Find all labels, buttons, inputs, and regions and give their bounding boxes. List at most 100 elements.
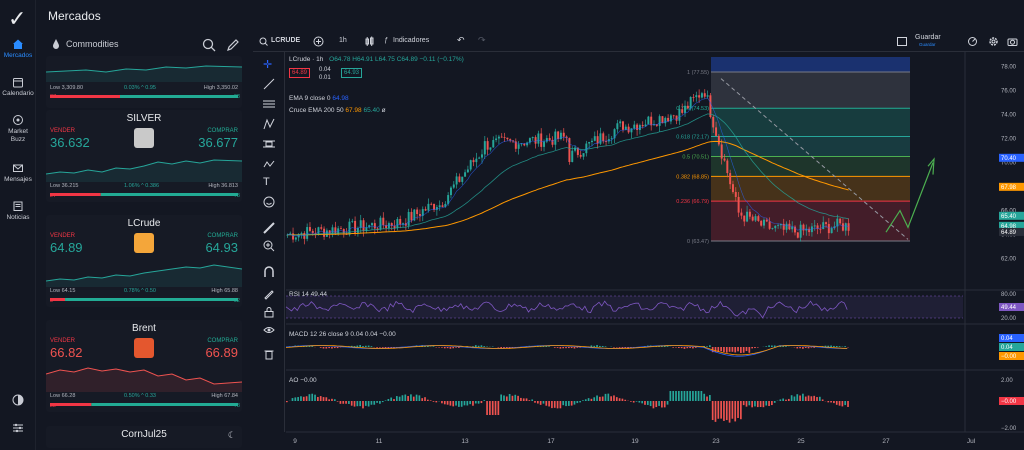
add-compare-icon[interactable]	[313, 36, 324, 47]
ao-histogram-bar	[339, 401, 342, 404]
path-icon[interactable]	[263, 158, 275, 170]
ao-histogram-bar	[576, 401, 579, 404]
candle-body	[700, 93, 703, 98]
edit-icon[interactable]	[226, 38, 240, 52]
emoji-icon[interactable]	[263, 196, 275, 208]
candle-body	[314, 233, 317, 235]
search-icon[interactable]	[259, 37, 268, 46]
category-label[interactable]: Commodities	[66, 39, 119, 49]
interval-selector[interactable]: 1h	[339, 37, 347, 44]
market-card-lcrude[interactable]: LCrude VENDER COMPRAR 64.89 64.93 Low 64…	[46, 215, 242, 307]
eye-icon[interactable]	[263, 324, 275, 336]
price-tag	[999, 227, 1024, 236]
candle-body	[416, 209, 419, 215]
trendline-icon[interactable]	[263, 78, 275, 90]
ao-histogram-bar	[689, 391, 691, 401]
prediction-icon[interactable]	[263, 138, 275, 150]
sell-price[interactable]: 64.89	[50, 240, 83, 255]
sell-price[interactable]: 36.632	[50, 135, 90, 150]
buy-price[interactable]: 64.93	[205, 240, 238, 255]
candle-body	[407, 211, 410, 226]
camera-icon[interactable]	[1007, 36, 1018, 47]
zoom-in-icon[interactable]	[263, 240, 275, 252]
magnet-icon[interactable]	[263, 266, 275, 278]
candle-body	[827, 223, 830, 234]
search-icon[interactable]	[202, 38, 216, 52]
ruler-icon[interactable]	[263, 222, 275, 234]
macd-histogram-bar	[692, 347, 694, 349]
candle-body	[757, 216, 760, 221]
buy-price[interactable]: 66.89	[205, 345, 238, 360]
macd-histogram-bar	[827, 345, 830, 347]
candle-body	[579, 154, 582, 157]
ao-histogram-bar	[790, 395, 793, 401]
sell-price-box[interactable]: 64.89	[289, 68, 311, 78]
price-axis-label: 76.00	[1001, 89, 1017, 95]
macd-histogram-bar	[477, 345, 480, 347]
trash-icon[interactable]	[263, 348, 275, 360]
macd-histogram-bar	[680, 347, 683, 349]
nav-item-calendario[interactable]: Calendario	[0, 76, 36, 97]
nav-item-mercados[interactable]: Mercados	[0, 38, 36, 59]
ema-200-line	[287, 140, 849, 236]
time-axis-label: 11	[376, 438, 383, 445]
layout-icon[interactable]	[897, 37, 907, 46]
ao-histogram-bar	[624, 399, 627, 401]
indicators-icon[interactable]: ƒ	[384, 37, 388, 44]
price-chart[interactable]: 1 (77.55) 0.786 (74.53) 0.618 (72.17) 0.5 (…	[253, 32, 1024, 450]
macd-histogram-bar	[596, 345, 598, 347]
save-button[interactable]: Guardar	[915, 34, 941, 41]
candle-body	[624, 126, 627, 130]
candle-body	[571, 150, 574, 162]
crosshair-icon[interactable]: ✛	[263, 59, 273, 71]
nav-item-noticias[interactable]: Noticias	[0, 200, 36, 221]
market-card-brent[interactable]: Brent VENDER COMPRAR 66.82 66.89 Low 66.…	[46, 320, 242, 412]
gear-icon[interactable]	[988, 36, 999, 47]
draw-mode-icon[interactable]	[263, 288, 275, 300]
fib-tool-icon[interactable]	[263, 98, 275, 110]
indicators-button[interactable]: Indicadores	[393, 37, 430, 44]
market-card-cornjul25[interactable]: CornJul25 ☾	[46, 426, 242, 448]
fib-level-label: 0.236 (66.79)	[676, 199, 709, 205]
ema-cross-legend[interactable]: Cruce EMA 200 50 67.98 65.40 ø	[289, 107, 386, 114]
ao-histogram-bar	[536, 401, 539, 404]
candle-body	[385, 225, 388, 228]
nav-item-market-buzz[interactable]: Market Buzz	[0, 114, 36, 144]
buy-price[interactable]: 36.677	[198, 135, 238, 150]
market-card-silver[interactable]: SILVER VENDER COMPRAR 36.632 36.677 Low …	[46, 110, 242, 202]
candle-body	[596, 136, 599, 144]
candle-body	[709, 95, 712, 118]
ao-label: AO −0.00	[289, 377, 317, 384]
buy-price-box[interactable]: 64.93	[341, 68, 363, 78]
macd-histogram-bar	[796, 347, 799, 349]
time-axis-label: 9	[293, 438, 297, 445]
ao-histogram-bar	[508, 394, 511, 401]
candles-icon[interactable]	[364, 36, 375, 47]
text-icon[interactable]: T	[263, 176, 270, 188]
theme-toggle-icon[interactable]	[12, 394, 24, 406]
ema-legend[interactable]: EMA 9 close 0 64.98	[289, 95, 349, 102]
ao-histogram-bar	[638, 401, 641, 403]
lock-icon[interactable]	[263, 306, 275, 318]
spread-top: 0.04	[319, 67, 331, 73]
pattern-icon[interactable]	[263, 118, 275, 130]
ao-histogram-bar	[311, 393, 314, 401]
price-axis-label: 72.00	[1001, 137, 1017, 143]
macd-histogram-bar	[455, 347, 457, 348]
market-card-top[interactable]: Low 3,309.80 0.03% ^ 0.95 High 3,350.02 …	[46, 56, 242, 108]
replay-icon[interactable]	[967, 36, 978, 47]
symbol-selector[interactable]: LCRUDE	[271, 37, 301, 44]
ao-histogram-bar	[460, 401, 463, 407]
candle-body	[294, 237, 297, 240]
candle-body	[765, 219, 768, 222]
redo-icon[interactable]: ↷	[478, 35, 486, 45]
undo-icon[interactable]: ↶	[457, 35, 465, 45]
sell-price[interactable]: 66.82	[50, 345, 83, 360]
candle-body	[311, 230, 314, 234]
macd-histogram-bar	[568, 347, 570, 349]
macd-histogram-bar	[677, 347, 680, 348]
nav-item-mensajes[interactable]: Mensajes	[0, 162, 36, 183]
ao-histogram-bar	[395, 396, 398, 401]
candle-body	[740, 212, 743, 216]
settings-sliders-icon[interactable]	[12, 422, 24, 434]
